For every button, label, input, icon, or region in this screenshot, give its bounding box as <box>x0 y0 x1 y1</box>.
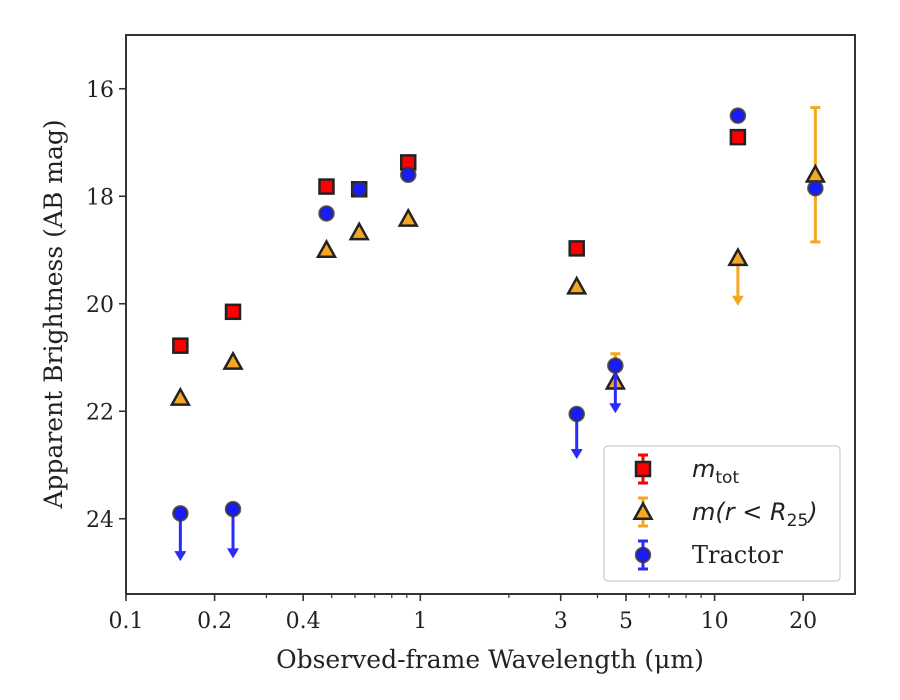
upper-limit-arrow <box>570 448 583 459</box>
series-tractor <box>172 107 824 562</box>
x-tick-label: 0.4 <box>286 609 321 634</box>
plot-area <box>125 34 856 595</box>
legend-marker-tractor <box>634 546 652 564</box>
legend-label-mtot: mtot <box>692 455 739 488</box>
y-axis-label: Apparent Brightness (AB mag) <box>39 119 68 509</box>
upper-limit-arrow <box>174 551 187 562</box>
upper-limit-arrow <box>731 295 744 306</box>
data-point-tractor <box>729 107 747 124</box>
y-axis: 16 18 20 22 24 <box>86 78 126 533</box>
y-tick-label: 18 <box>86 185 114 210</box>
plot-frame <box>125 34 856 595</box>
legend-marker-mr25 <box>632 500 654 521</box>
x-tick-label: 0.1 <box>109 609 144 634</box>
data-point-tractor <box>807 179 824 197</box>
x-tick-label: 3 <box>554 609 568 634</box>
data-point-mr25 <box>727 246 749 267</box>
data-point-mtot <box>318 178 335 195</box>
series-mr25 <box>169 106 826 406</box>
data-point-tractor <box>568 405 585 423</box>
x-axis-label: Observed-frame Wavelength (μm) <box>276 645 704 674</box>
y-tick-label: 20 <box>86 293 114 318</box>
legend-box <box>603 445 841 582</box>
data-point-mtot <box>568 240 585 257</box>
x-tick-label: 10 <box>701 609 729 634</box>
data-point-mtot <box>729 128 747 146</box>
data-point-mr25 <box>804 163 826 183</box>
data-point-mr25 <box>566 275 588 295</box>
legend-marker-mtot <box>634 460 652 478</box>
legend-label-tractor: Tractor <box>692 541 783 569</box>
legend-label-mr25: m(r < R25) <box>692 498 818 531</box>
data-point-tractor <box>172 505 189 522</box>
data-point-mr25 <box>315 238 338 259</box>
data-point-tractor <box>607 357 624 374</box>
data-point-mr25 <box>348 221 370 241</box>
y-tick-label: 16 <box>86 78 114 103</box>
data-point-mtot <box>224 303 242 321</box>
x-axis: 0.1 0.2 0.4 1 3 5 10 20 <box>109 594 817 634</box>
legend: mtot m(r < R25) Tractor <box>603 445 841 582</box>
x-tick-label: 0.2 <box>197 609 232 634</box>
data-point-tractor <box>224 500 242 518</box>
upper-limit-arrow <box>227 548 240 559</box>
data-point-mr25 <box>397 207 419 227</box>
data-point-tractor <box>318 205 335 222</box>
x-tick-label: 20 <box>789 609 817 634</box>
data-point-mr25 <box>169 386 191 406</box>
data-point-mtot <box>172 337 189 354</box>
data-point-mr25 <box>222 350 244 370</box>
y-tick-label: 22 <box>86 400 114 425</box>
x-tick-label: 1 <box>413 609 427 634</box>
series-mtot <box>172 128 747 354</box>
upper-limit-arrow <box>609 403 622 414</box>
data-point-tractor <box>350 181 368 198</box>
y-tick-label: 24 <box>86 508 114 533</box>
data-point-tractor <box>399 166 417 183</box>
x-tick-label: 5 <box>619 609 633 634</box>
